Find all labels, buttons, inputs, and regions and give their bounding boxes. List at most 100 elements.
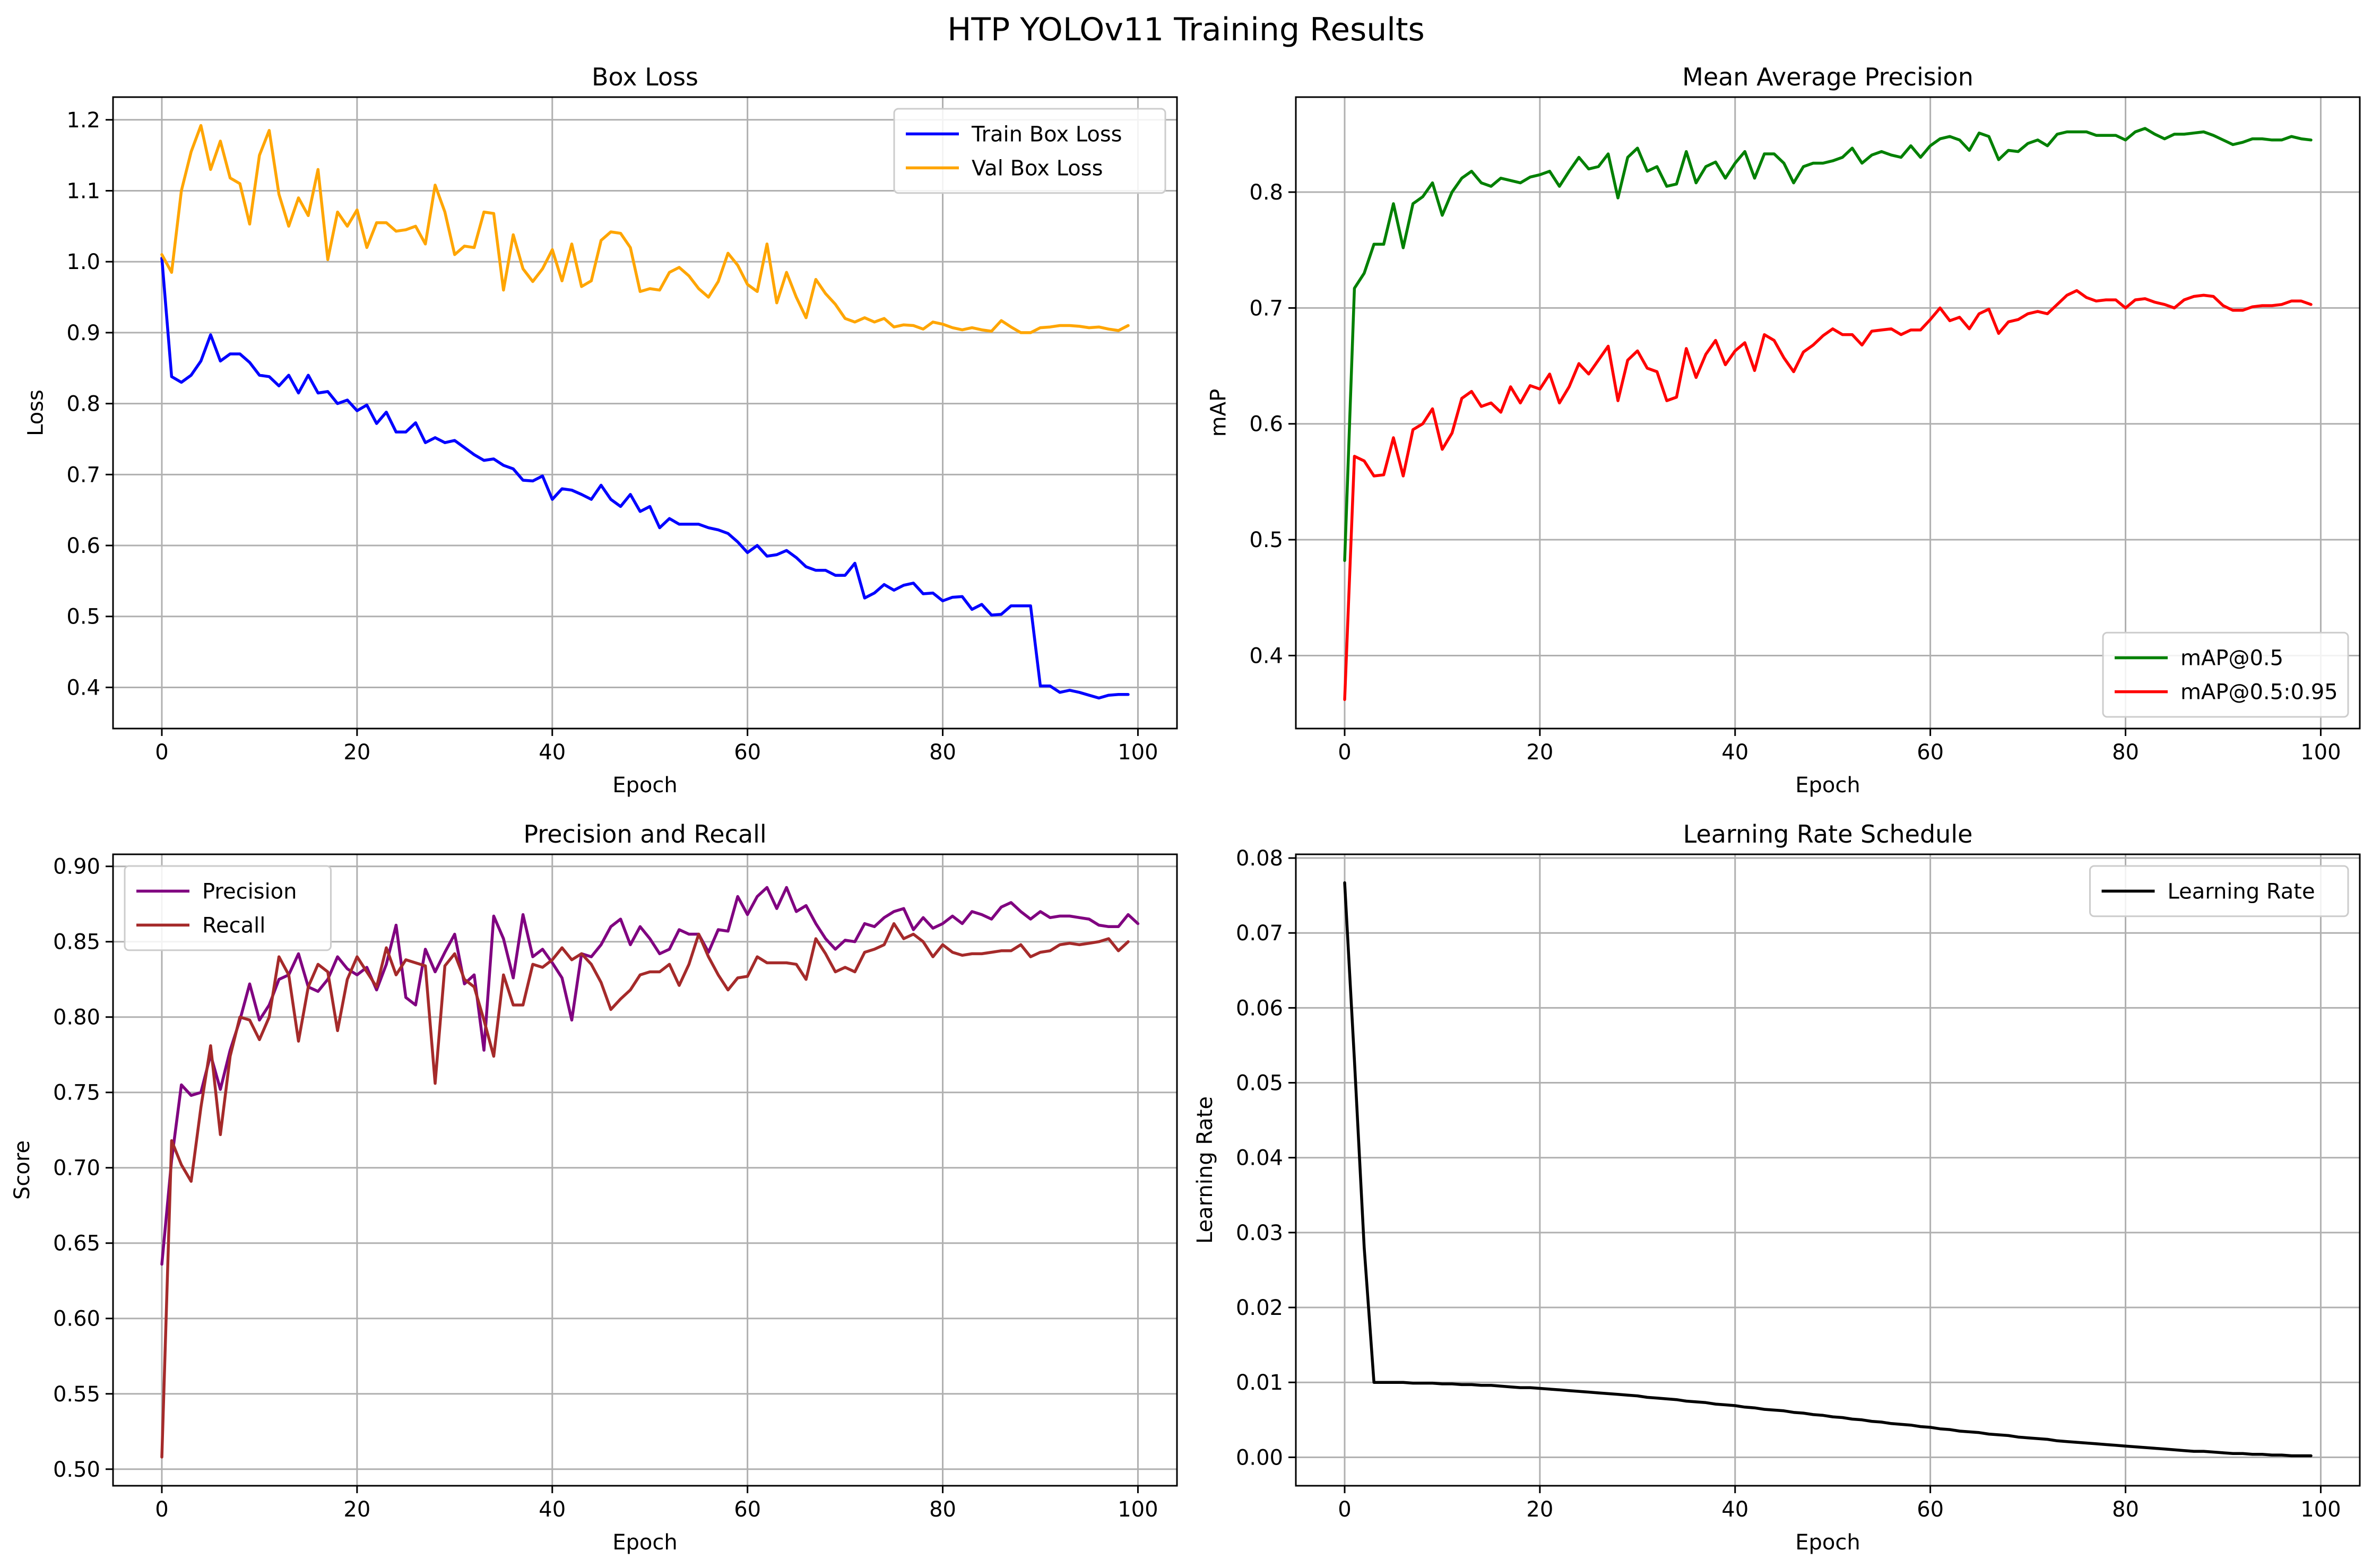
legend-frame: [893, 108, 1166, 194]
series-line-map-0: [1343, 127, 2313, 562]
legend-entry-label: mAP@0.5: [2180, 646, 2283, 671]
y-tick-label: 0.06: [1236, 996, 1283, 1020]
subplot-pr: 0 20 40 60 80 100 0.50 0.55 0.60 0.65 0.70 0.75 0.80…: [10, 820, 1178, 1555]
x-tick-label: 40: [1721, 1497, 1748, 1522]
x-tick-label: 20: [343, 740, 370, 765]
legend: Learning Rate: [2089, 865, 2349, 917]
y-tick-label: 0.7: [1249, 296, 1283, 320]
subplot-title: Mean Average Precision: [1682, 63, 1973, 91]
legend-frame: [124, 865, 332, 951]
y-tick-label: 0.60: [53, 1307, 100, 1331]
legend-entry-label: Precision: [202, 879, 297, 904]
subplot-lr: 0 20 40 60 80 100 0.00 0.01 0.02 0.03 0.04 0.05 0.06…: [1193, 820, 2361, 1555]
series-line-lr-0: [1343, 881, 2313, 1458]
x-tick-label: 40: [539, 740, 566, 765]
y-tick-label: 0.8: [1249, 180, 1283, 205]
y-tick-label: 1.0: [66, 250, 100, 274]
subplot-map: 0 20 40 60 80 100 0.4 0.5 0.6 0.7 0.8 Mean Average …: [1207, 63, 2361, 798]
legend: mAP@0.5 mAP@0.5:0.95: [2102, 631, 2349, 718]
axes-frame: [112, 853, 1178, 1487]
legend-entry-label: Learning Rate: [2168, 879, 2315, 904]
subplot-title: Precision and Recall: [523, 820, 766, 848]
y-tick-label: 0.6: [66, 534, 100, 558]
y-tick-label: 0.75: [53, 1081, 100, 1105]
x-tick-label: 60: [734, 740, 761, 765]
y-tick-label: 0.4: [1249, 644, 1283, 668]
y-tick-label: 1.1: [66, 179, 100, 203]
y-axis-label: mAP: [1207, 389, 1231, 437]
series-line-pr-1: [160, 922, 1130, 1459]
subplot-title: Box Loss: [592, 63, 698, 91]
x-axis-label: Epoch: [1795, 773, 1860, 798]
series-line-map-1: [1343, 289, 2313, 701]
y-tick-label: 0.5: [1249, 528, 1283, 552]
y-tick-label: 0.4: [66, 675, 100, 700]
subplot-box: 0 20 40 60 80 100 0.4 0.5 0.6 0.7 0.8 0.9 1.0 1.1 1.2 B…: [24, 63, 1178, 798]
y-tick-label: 0.01: [1236, 1371, 1283, 1395]
legend-entry-label: mAP@0.5:0.95: [2180, 680, 2338, 705]
legend-entry-label: Recall: [202, 913, 265, 938]
y-tick-label: 0.7: [66, 463, 100, 487]
y-tick-label: 0.70: [53, 1156, 100, 1181]
subplots: 0 20 40 60 80 100 0.4 0.5 0.6 0.7 0.8 0.9 1.0 1.1 1.2 B…: [10, 63, 2361, 1555]
y-tick-label: 0.5: [66, 605, 100, 629]
y-tick-label: 0.90: [53, 855, 100, 879]
x-tick-label: 20: [343, 1497, 370, 1522]
y-tick-label: 0.07: [1236, 921, 1283, 946]
x-tick-label: 80: [2112, 1497, 2139, 1522]
x-tick-label: 100: [2300, 740, 2341, 765]
axes-frame: [112, 96, 1178, 730]
x-tick-label: 0: [1338, 740, 1351, 765]
x-tick-label: 100: [1118, 740, 1158, 765]
axes-frame: [1295, 96, 2361, 730]
x-tick-label: 60: [734, 1497, 761, 1522]
x-axis-label: Epoch: [612, 773, 677, 798]
x-axis-label: Epoch: [612, 1530, 677, 1555]
y-tick-label: 0.9: [66, 321, 100, 345]
y-tick-label: 0.6: [1249, 412, 1283, 437]
x-tick-label: 100: [2300, 1497, 2341, 1522]
y-tick-label: 0.65: [53, 1232, 100, 1256]
y-tick-label: 0.08: [1236, 846, 1283, 871]
x-tick-label: 40: [539, 1497, 566, 1522]
subplot-title: Learning Rate Schedule: [1683, 820, 1973, 848]
x-tick-label: 20: [1526, 740, 1553, 765]
legend: Precision Recall: [124, 865, 332, 951]
y-tick-label: 0.80: [53, 1006, 100, 1030]
y-tick-label: 0.8: [66, 392, 100, 417]
y-tick-label: 0.03: [1236, 1221, 1283, 1245]
y-tick-label: 0.85: [53, 930, 100, 955]
x-tick-label: 100: [1118, 1497, 1158, 1522]
x-tick-label: 60: [1917, 740, 1944, 765]
y-axis-label: Score: [10, 1140, 34, 1200]
x-tick-label: 0: [155, 1497, 168, 1522]
series-line-pr-0: [160, 886, 1140, 1266]
x-tick-label: 80: [929, 1497, 956, 1522]
legend-frame: [2102, 631, 2349, 718]
y-tick-label: 1.2: [66, 108, 100, 133]
legend-frame: [2089, 865, 2349, 917]
legend-entry-label: Train Box Loss: [971, 122, 1122, 146]
x-tick-label: 20: [1526, 1497, 1553, 1522]
x-tick-label: 0: [155, 740, 168, 765]
y-tick-label: 0.05: [1236, 1071, 1283, 1096]
series-line-box-1: [160, 124, 1130, 334]
y-axis-label: Loss: [24, 389, 48, 436]
y-tick-label: 0.00: [1236, 1445, 1283, 1470]
y-axis-label: Learning Rate: [1193, 1096, 1217, 1244]
x-tick-label: 40: [1721, 740, 1748, 765]
y-tick-label: 0.55: [53, 1382, 100, 1407]
axes-frame: [1295, 853, 2361, 1487]
x-tick-label: 80: [2112, 740, 2139, 765]
x-tick-label: 0: [1338, 1497, 1351, 1522]
series-line-box-0: [160, 256, 1130, 700]
legend: Train Box Loss Val Box Loss: [893, 108, 1166, 194]
x-tick-label: 60: [1917, 1497, 1944, 1522]
legend-entry-label: Val Box Loss: [972, 156, 1103, 180]
x-axis-label: Epoch: [1795, 1530, 1860, 1555]
figure-title: HTP YOLOv11 Training Results: [947, 11, 1425, 48]
y-tick-label: 0.02: [1236, 1296, 1283, 1320]
y-tick-label: 0.50: [53, 1458, 100, 1482]
